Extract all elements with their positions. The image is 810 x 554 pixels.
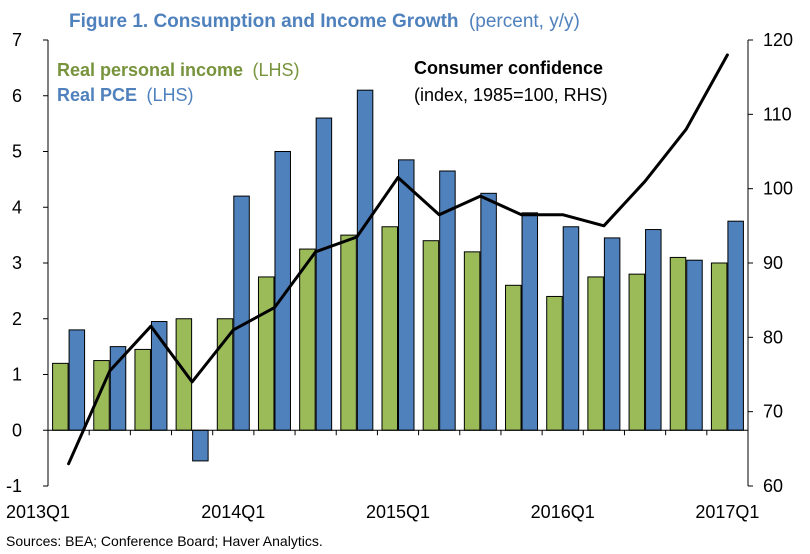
pce-bar xyxy=(480,192,497,431)
left-tick-label: 4 xyxy=(12,197,22,217)
income-bar xyxy=(299,248,316,431)
line-layer xyxy=(67,53,729,466)
income-bar xyxy=(422,240,440,431)
income-bar xyxy=(340,234,357,431)
income-bar xyxy=(587,276,604,431)
left-tick-label: 0 xyxy=(12,420,22,440)
right-tick-label: 120 xyxy=(763,30,793,50)
bars-layer xyxy=(52,89,744,462)
legend-pce-name: Real PCE xyxy=(57,85,137,105)
left-tick-label: 1 xyxy=(12,365,22,385)
x-tick-label: 2013Q1 xyxy=(6,502,70,522)
left-tick-label: 6 xyxy=(12,86,22,106)
right-tick-label: 60 xyxy=(763,476,783,496)
left-tick-label: -1 xyxy=(6,476,22,496)
income-bar xyxy=(628,273,646,431)
legend-pce: Real PCE (LHS) xyxy=(57,85,194,105)
income-bar xyxy=(710,262,728,431)
legend-confidence-note: (index, 1985=100, RHS) xyxy=(414,85,608,105)
left-tick-label: 2 xyxy=(12,309,22,329)
pce-bar xyxy=(315,117,333,431)
right-tick-label: 90 xyxy=(763,253,783,273)
right-tick-label: 70 xyxy=(763,402,783,422)
income-bar xyxy=(134,348,151,431)
left-tick-label: 7 xyxy=(12,30,22,50)
pce-bar xyxy=(233,195,250,431)
pce-bar xyxy=(356,89,374,431)
pce-bar xyxy=(398,159,415,431)
income-bar xyxy=(546,295,563,431)
x-tick-label: 2015Q1 xyxy=(366,502,430,522)
pce-bar xyxy=(192,429,209,462)
consumer-confidence-line xyxy=(67,53,729,466)
income-bar xyxy=(52,362,69,431)
x-tick-label: 2014Q1 xyxy=(201,502,265,522)
legend-income: Real personal income (LHS) xyxy=(57,60,300,80)
pce-bar xyxy=(727,220,744,431)
income-bar xyxy=(381,226,398,431)
legend-income-name: Real personal income xyxy=(57,60,243,80)
income-bar xyxy=(463,251,481,431)
right-tick-label: 110 xyxy=(763,104,792,124)
income-bar xyxy=(175,318,193,431)
legend-confidence-name: Consumer confidence xyxy=(414,58,603,78)
legend-pce-axis: (LHS) xyxy=(147,85,194,105)
pce-bar xyxy=(521,212,539,431)
pce-bar xyxy=(109,346,127,431)
chart-title: Figure 1. Consumption and Income Growth … xyxy=(69,11,580,32)
chart-title-main: Figure 1. Consumption and Income Growth xyxy=(69,11,459,32)
pce-bar xyxy=(645,229,662,431)
left-tick-label: 5 xyxy=(12,142,22,162)
x-tick-label: 2017Q1 xyxy=(695,502,759,522)
right-tick-label: 80 xyxy=(763,327,783,347)
pce-bar xyxy=(68,329,86,431)
pce-bar xyxy=(562,226,580,431)
income-bar xyxy=(669,256,687,431)
chart-title-units: (percent, y/y) xyxy=(469,11,580,32)
pce-bar xyxy=(686,259,703,431)
legend-income-axis: (LHS) xyxy=(253,60,300,80)
income-bar xyxy=(257,276,275,431)
income-bar xyxy=(505,284,522,431)
x-tick-label: 2016Q1 xyxy=(531,502,595,522)
right-tick-label: 100 xyxy=(763,179,793,199)
source-note: Sources: BEA; Conference Board; Haver An… xyxy=(6,533,323,549)
axes-layer: -1 0 1 2 3 4 5 6 7 60 70 80 90 100 110 120 2013Q1 2014Q1 2… xyxy=(6,30,793,522)
left-tick-label: 3 xyxy=(12,253,22,273)
income-bar xyxy=(93,360,110,431)
pce-bar xyxy=(603,237,621,431)
